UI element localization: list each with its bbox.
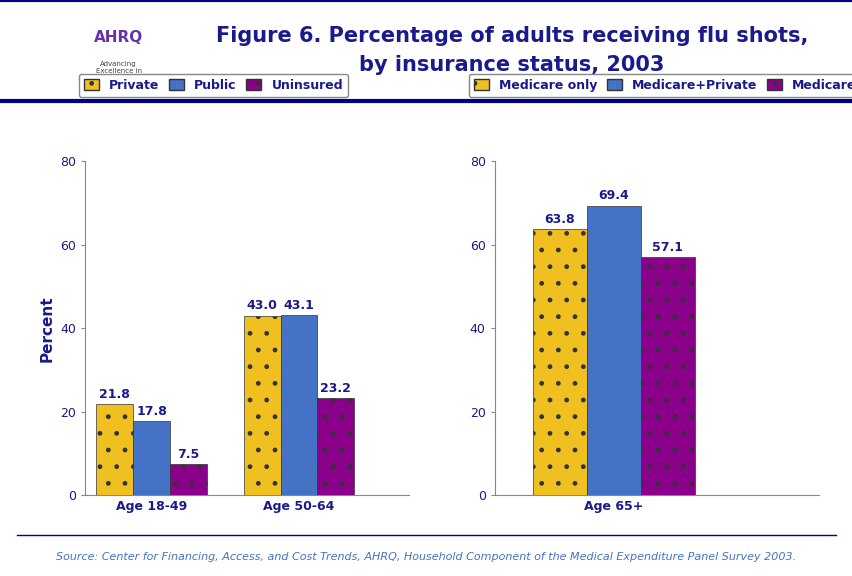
Legend: Medicare only, Medicare+Private, Medicare+Public: Medicare only, Medicare+Private, Medicar…: [468, 74, 852, 97]
Bar: [96, 404, 133, 495]
Text: 7.5: 7.5: [177, 448, 199, 461]
Text: 17.8: 17.8: [136, 405, 167, 418]
Bar: [133, 421, 170, 495]
Bar: [532, 229, 586, 495]
Text: 69.4: 69.4: [597, 189, 628, 202]
Text: Source: Center for Financing, Access, and Cost Trends, AHRQ, Household Component: Source: Center for Financing, Access, an…: [56, 552, 796, 562]
Y-axis label: Percent: Percent: [40, 295, 55, 362]
Text: AHRQ: AHRQ: [94, 31, 143, 46]
Bar: [170, 464, 206, 495]
Text: 23.2: 23.2: [320, 382, 351, 395]
Text: 63.8: 63.8: [544, 213, 574, 226]
Text: 43.0: 43.0: [246, 300, 277, 312]
Text: by insurance status, 2003: by insurance status, 2003: [359, 55, 664, 75]
Text: 57.1: 57.1: [651, 241, 682, 253]
Bar: [640, 257, 694, 495]
Bar: [244, 316, 280, 495]
Legend: Private, Public, Uninsured: Private, Public, Uninsured: [78, 74, 348, 97]
Text: 21.8: 21.8: [99, 388, 130, 401]
Bar: [317, 399, 354, 495]
Text: Figure 6. Percentage of adults receiving flu shots,: Figure 6. Percentage of adults receiving…: [216, 26, 807, 46]
Text: Advancing
Excellence in
Health Care: Advancing Excellence in Health Care: [95, 61, 141, 81]
Bar: [586, 206, 640, 495]
Bar: [280, 316, 317, 495]
Text: 43.1: 43.1: [283, 299, 314, 312]
